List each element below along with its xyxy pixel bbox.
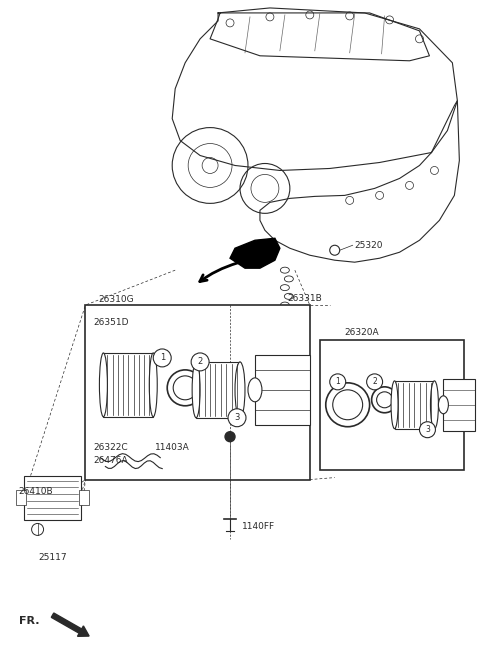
- Circle shape: [420, 422, 435, 438]
- Ellipse shape: [149, 353, 157, 417]
- Text: 26351D: 26351D: [94, 318, 129, 326]
- Ellipse shape: [235, 362, 245, 418]
- Ellipse shape: [391, 381, 398, 429]
- Bar: [24, 475, 82, 520]
- Circle shape: [173, 376, 197, 400]
- Text: 26310G: 26310G: [98, 295, 134, 304]
- Bar: [196, 362, 240, 418]
- Text: 2: 2: [372, 377, 377, 387]
- Bar: [16, 489, 25, 506]
- Bar: [395, 381, 434, 429]
- Bar: [80, 489, 89, 506]
- Circle shape: [330, 374, 346, 390]
- Ellipse shape: [248, 378, 262, 402]
- Text: 1140FF: 1140FF: [242, 522, 275, 531]
- Circle shape: [153, 349, 171, 367]
- Bar: [255, 355, 310, 425]
- Bar: [320, 340, 464, 469]
- Circle shape: [377, 392, 393, 408]
- Text: 26322C: 26322C: [94, 443, 128, 452]
- Circle shape: [167, 370, 203, 406]
- Circle shape: [326, 383, 370, 427]
- Text: 26410B: 26410B: [19, 487, 53, 496]
- Bar: [103, 353, 153, 417]
- Polygon shape: [230, 238, 280, 268]
- Bar: [85, 305, 310, 479]
- Text: 3: 3: [234, 413, 240, 422]
- Text: 26331B: 26331B: [287, 293, 322, 303]
- Circle shape: [225, 432, 235, 442]
- Text: 2: 2: [197, 357, 203, 366]
- Circle shape: [372, 387, 397, 413]
- Text: 1: 1: [160, 354, 165, 362]
- Text: 26320A: 26320A: [345, 328, 379, 338]
- Bar: [444, 379, 475, 431]
- Circle shape: [228, 408, 246, 427]
- Text: 1: 1: [336, 377, 340, 387]
- Ellipse shape: [192, 362, 200, 418]
- Text: 11403A: 11403A: [155, 443, 190, 452]
- Text: 3: 3: [425, 425, 430, 434]
- Ellipse shape: [99, 353, 108, 417]
- Ellipse shape: [431, 381, 438, 429]
- Circle shape: [367, 374, 383, 390]
- Text: FR.: FR.: [19, 616, 39, 626]
- FancyArrow shape: [51, 613, 89, 636]
- Ellipse shape: [438, 396, 448, 414]
- Circle shape: [191, 353, 209, 371]
- Text: 25320: 25320: [355, 241, 383, 250]
- Text: 25117: 25117: [38, 553, 67, 562]
- Circle shape: [333, 390, 363, 420]
- Text: 26476A: 26476A: [94, 456, 128, 465]
